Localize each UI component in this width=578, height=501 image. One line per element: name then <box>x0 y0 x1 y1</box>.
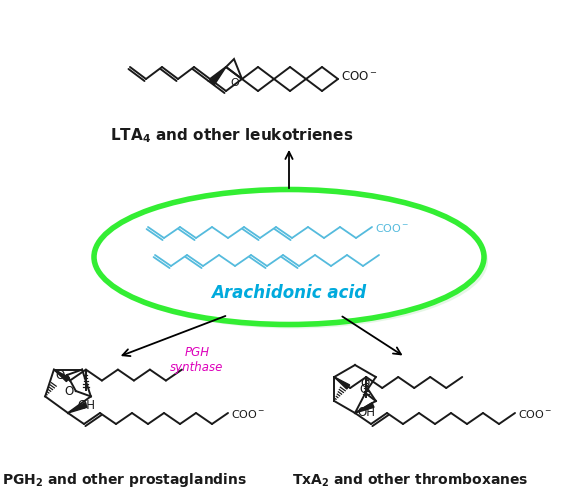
Text: COO$^-$: COO$^-$ <box>375 221 410 233</box>
Text: $\mathbf{LTA_4}$ and other leukotrienes: $\mathbf{LTA_4}$ and other leukotrienes <box>110 126 354 145</box>
Ellipse shape <box>98 194 488 329</box>
Text: $\mathbf{TxA_2}$ and other thromboxanes: $\mathbf{TxA_2}$ and other thromboxanes <box>292 470 528 488</box>
Text: COO$^-$: COO$^-$ <box>341 69 377 82</box>
Ellipse shape <box>94 190 484 325</box>
Polygon shape <box>210 68 226 86</box>
Text: O: O <box>359 383 368 396</box>
Polygon shape <box>334 377 350 389</box>
Text: O: O <box>231 78 239 88</box>
Text: OH: OH <box>357 405 375 418</box>
Text: O: O <box>361 376 370 389</box>
Text: COO$^-$: COO$^-$ <box>518 407 553 419</box>
Polygon shape <box>68 403 87 413</box>
Text: Arachidonic acid: Arachidonic acid <box>212 284 366 302</box>
Text: O: O <box>56 369 65 382</box>
Polygon shape <box>54 370 69 382</box>
Text: PGH
synthase: PGH synthase <box>171 345 224 373</box>
Text: COO$^-$: COO$^-$ <box>231 407 265 419</box>
Text: OH: OH <box>77 398 95 411</box>
Text: O: O <box>65 385 74 398</box>
Text: $\mathbf{PGH_2}$ and other prostaglandins: $\mathbf{PGH_2}$ and other prostaglandin… <box>2 470 247 488</box>
Polygon shape <box>355 403 374 413</box>
